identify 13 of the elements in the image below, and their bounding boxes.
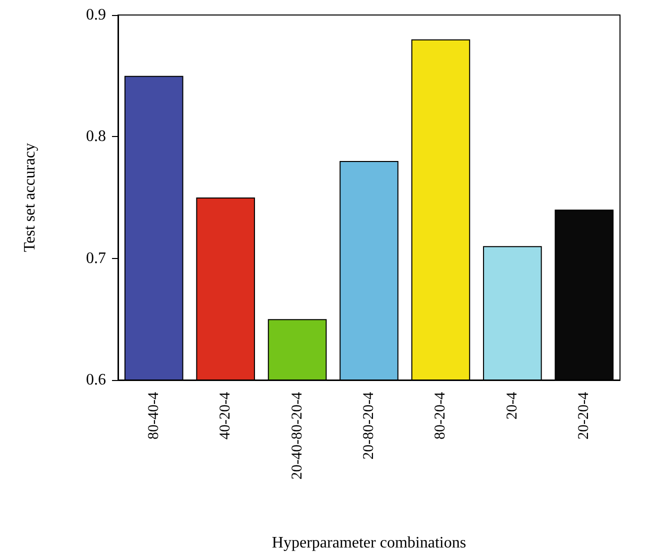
x-tick-label: 40-20-4 — [218, 392, 234, 440]
x-tick-label: 20-4 — [504, 392, 520, 420]
y-tick-label: 0.8 — [86, 128, 106, 146]
x-tick-label: 20-20-4 — [576, 392, 592, 440]
x-tick-label: 20-40-80-20-4 — [289, 392, 306, 480]
y-tick-label: 0.9 — [86, 6, 106, 24]
y-axis-title: Test set accuracy — [22, 142, 38, 252]
y-tick-label: 0.7 — [86, 250, 106, 267]
y-tick-label: 0.6 — [86, 372, 106, 388]
x-tick-label: 80-40-4 — [146, 392, 162, 440]
x-tick-label: 20-80-20-4 — [361, 392, 377, 460]
x-axis-title: Hyperparameter combinations — [272, 534, 466, 552]
x-tick-label: 80-20-4 — [432, 392, 449, 440]
